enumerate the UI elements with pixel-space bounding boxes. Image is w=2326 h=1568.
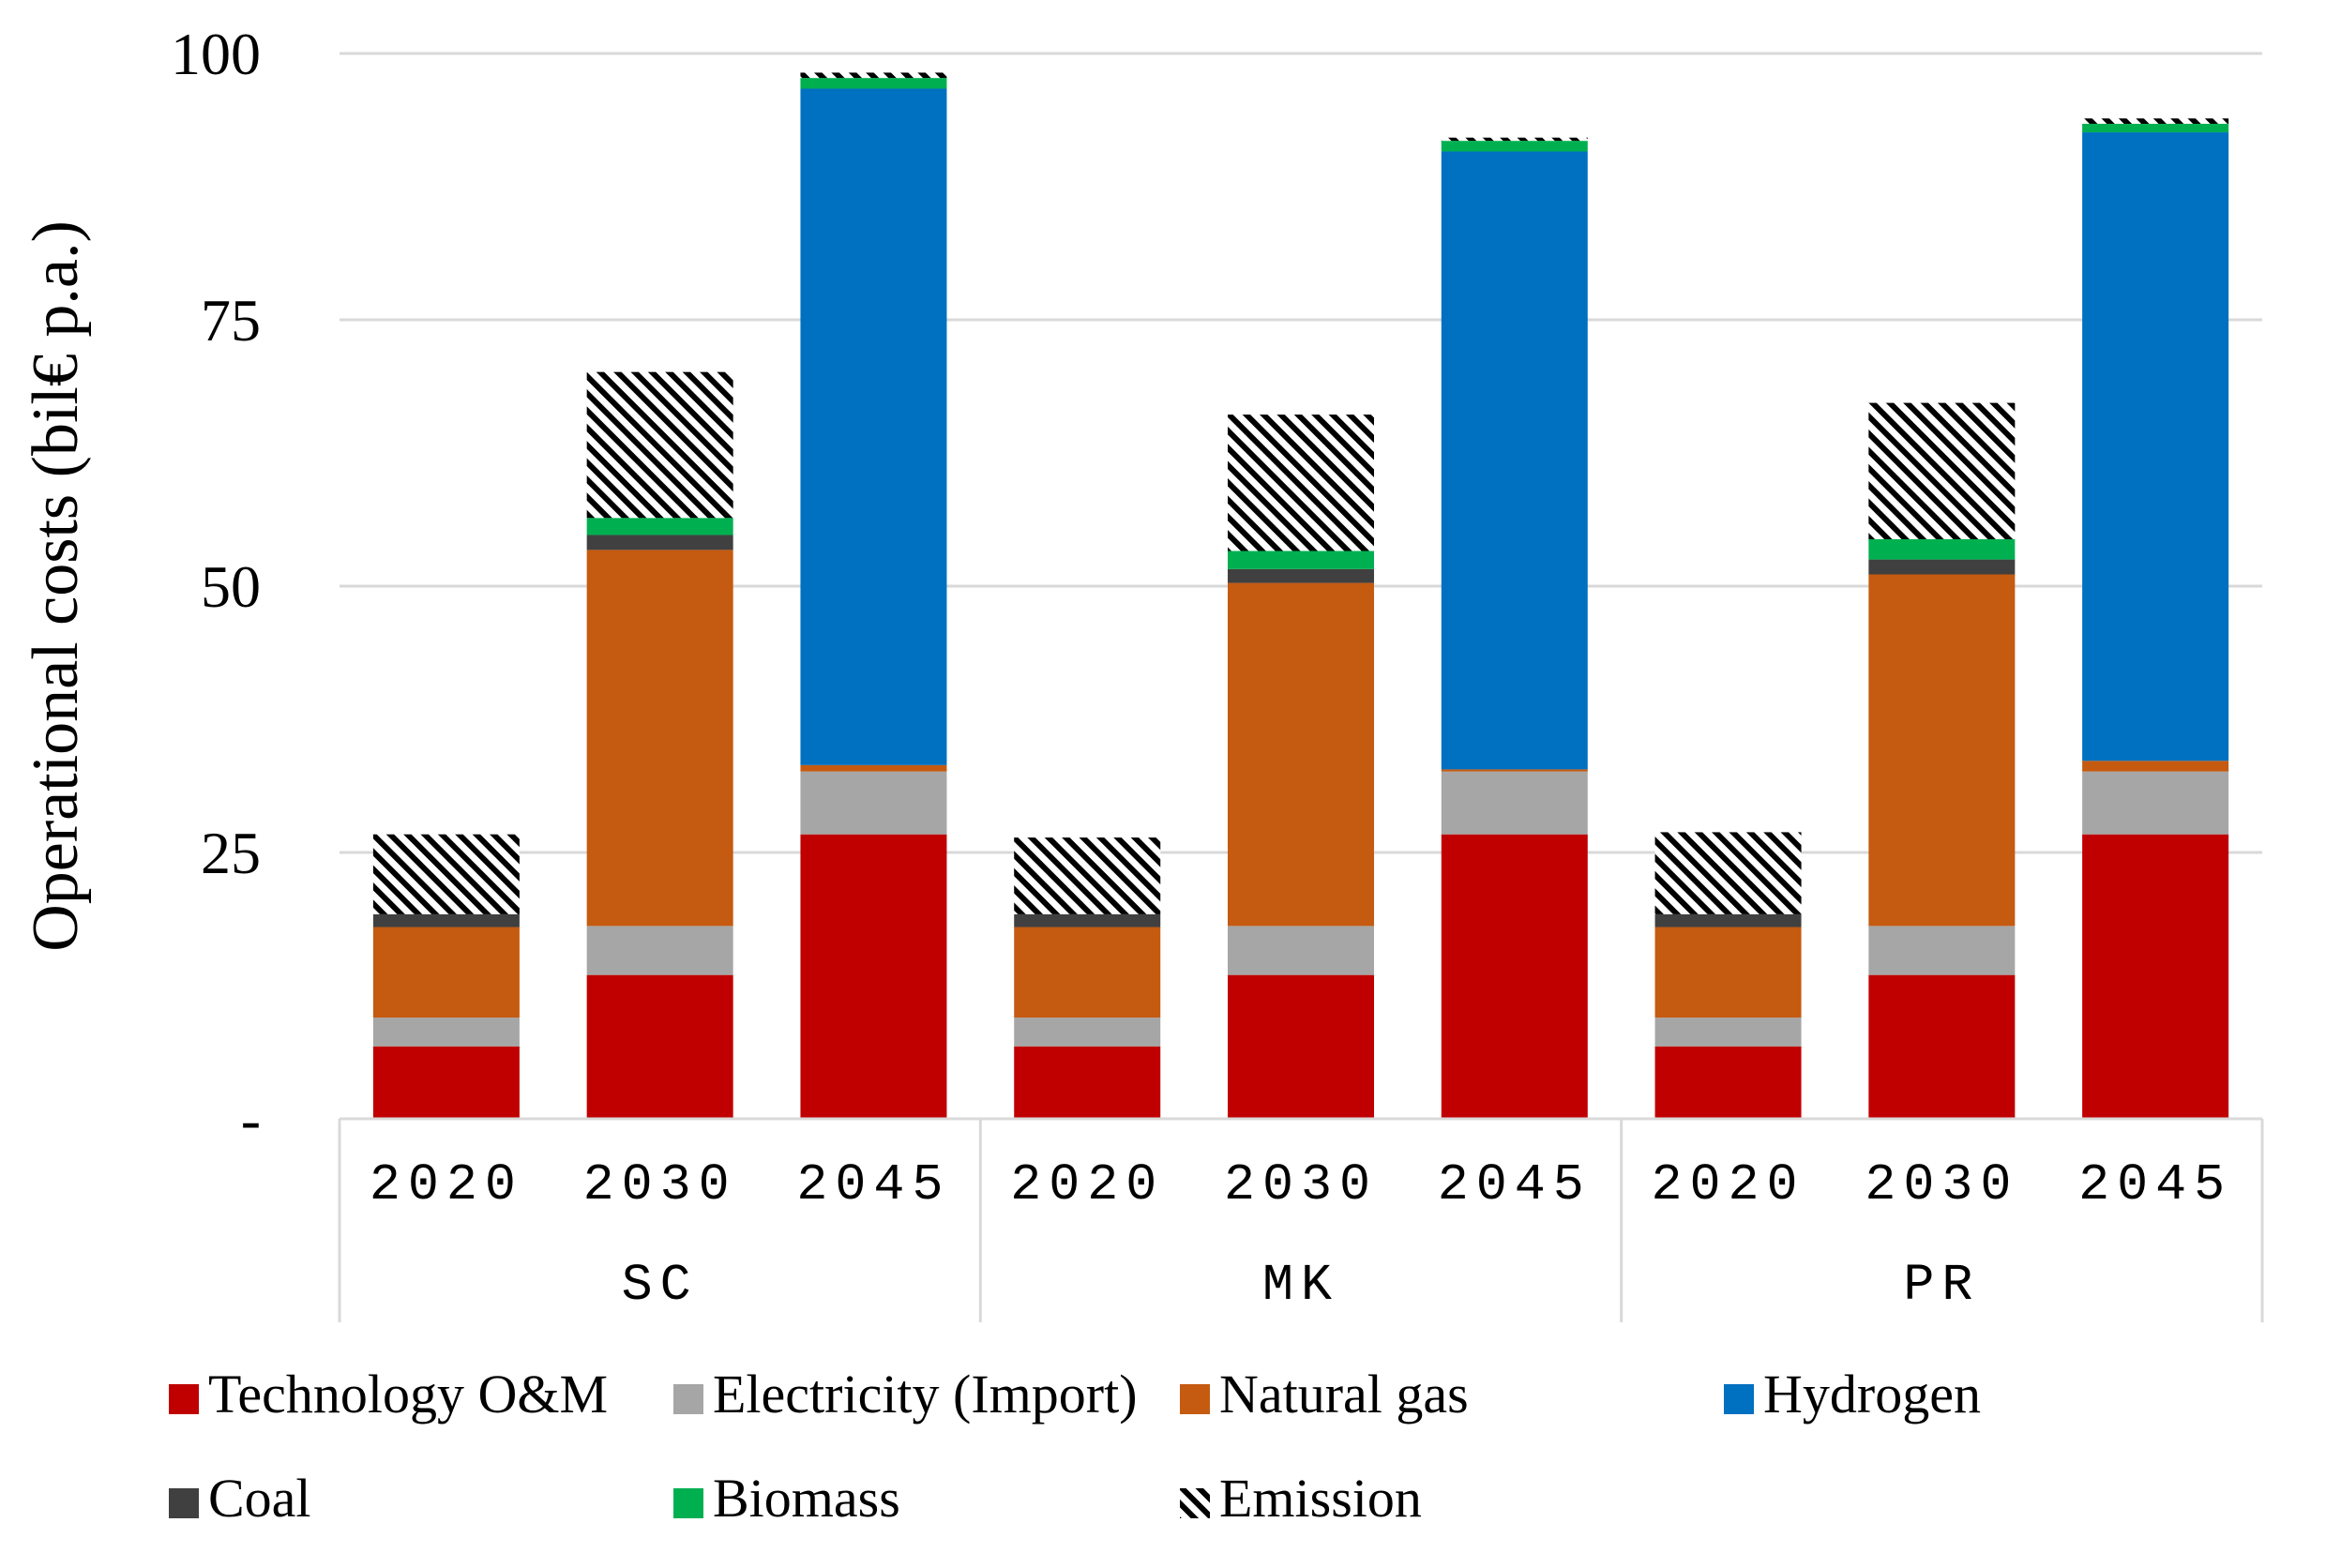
bar-segment-biomass — [2082, 123, 2229, 133]
bar-segment-natural-gas — [2082, 761, 2229, 772]
legend-swatch — [169, 1384, 199, 1414]
bar-segment-natural-gas — [1868, 574, 2016, 927]
bar-segment-coal — [586, 535, 733, 550]
bar-segment-electricity-import- — [1654, 1018, 1802, 1047]
legend-swatch — [1180, 1384, 1210, 1414]
legend-label: Biomass — [713, 1468, 900, 1529]
legend-label: Coal — [208, 1468, 311, 1529]
legend-label: Hydrogen — [1763, 1364, 1981, 1425]
legend-label: Technology O&M — [208, 1364, 608, 1425]
bar-segment-coal — [1228, 568, 1374, 583]
bar-segment-technology-o-m — [1441, 834, 1588, 1119]
bar-segment-electricity-import- — [1868, 926, 2016, 975]
bar-segment-biomass — [1441, 141, 1588, 152]
bar-segment-biomass — [1868, 539, 2016, 560]
bars — [372, 72, 2229, 1119]
bar-segment-coal — [372, 913, 520, 927]
bar-segment-emission — [372, 834, 520, 914]
x-tick-label: 2030 — [1224, 1155, 1378, 1214]
x-tick-label: 2020 — [370, 1155, 523, 1214]
group-label: MK — [1262, 1256, 1339, 1315]
bar-segment-technology-o-m — [372, 1046, 520, 1119]
legend-swatch — [1724, 1384, 1754, 1414]
x-tick-label: 2045 — [796, 1155, 950, 1214]
bar-segment-hydrogen — [2082, 132, 2229, 761]
x-tick-label: 2045 — [2078, 1155, 2232, 1214]
legend-label: Natural gas — [1219, 1364, 1469, 1425]
bar-segment-technology-o-m — [2082, 834, 2229, 1119]
bar-segment-emission — [1441, 137, 1588, 142]
bar-segment-natural-gas — [1441, 769, 1588, 772]
bar-segment-technology-o-m — [1654, 1046, 1802, 1119]
bar-segment-coal — [1014, 913, 1161, 927]
legend-label: Electricity (Import) — [713, 1364, 1138, 1425]
bar-segment-emission — [1654, 832, 1802, 914]
x-tick-label: 2045 — [1438, 1155, 1592, 1214]
bar-segment-electricity-import- — [586, 926, 733, 975]
legend-label: Emission — [1219, 1468, 1422, 1529]
legend-swatch — [169, 1488, 199, 1518]
x-tick-label: 2030 — [583, 1155, 737, 1214]
y-tick-label: 50 — [201, 553, 261, 620]
bar-segment-natural-gas — [372, 927, 520, 1018]
bar-segment-biomass — [1228, 550, 1374, 569]
bar-segment-coal — [1868, 559, 2016, 575]
bar-segment-technology-o-m — [1014, 1046, 1161, 1119]
y-tick-label: 100 — [171, 21, 261, 87]
group-label: PR — [1903, 1256, 1980, 1315]
bar-segment-emission — [586, 371, 733, 519]
bar-segment-emission — [800, 72, 947, 79]
bar-segment-natural-gas — [1228, 582, 1374, 927]
legend-swatch — [673, 1488, 703, 1518]
bar-segment-electricity-import- — [800, 771, 947, 835]
bar-segment-coal — [1654, 913, 1802, 927]
bar-segment-hydrogen — [800, 88, 947, 765]
bar-segment-electricity-import- — [372, 1018, 520, 1047]
y-tick-label: 25 — [201, 820, 261, 886]
bar-segment-technology-o-m — [800, 834, 947, 1119]
bar-segment-biomass — [800, 78, 947, 89]
legend-swatch — [1180, 1488, 1210, 1518]
x-tick-label: 2020 — [1652, 1155, 1805, 1214]
bar-segment-natural-gas — [800, 764, 947, 772]
bar-segment-natural-gas — [1014, 927, 1161, 1018]
bar-segment-emission — [1868, 402, 2016, 540]
legend: Technology O&M Electricity (Import) Natura… — [169, 1364, 1981, 1529]
bar-segment-technology-o-m — [1228, 974, 1374, 1119]
bar-segment-hydrogen — [1441, 151, 1588, 770]
bar-segment-natural-gas — [586, 550, 733, 927]
group-label: SC — [622, 1256, 699, 1315]
bar-segment-electricity-import- — [2082, 771, 2229, 835]
bar-segment-emission — [1014, 837, 1161, 914]
y-axis-ticks: - 25 50 75 100 — [171, 21, 261, 1153]
bar-segment-technology-o-m — [1868, 974, 2016, 1119]
bar-segment-technology-o-m — [586, 974, 733, 1119]
bar-segment-natural-gas — [1654, 927, 1802, 1018]
y-tick-label: 75 — [201, 287, 261, 354]
y-axis-label: Operational costs (bil€ p.a.) — [20, 220, 92, 952]
legend-swatch — [673, 1384, 703, 1414]
y-tick-label: - — [241, 1086, 261, 1153]
bar-segment-emission — [2082, 118, 2229, 124]
bar-segment-electricity-import- — [1014, 1018, 1161, 1047]
bar-segment-emission — [1228, 415, 1374, 551]
x-tick-label: 2030 — [1865, 1155, 2018, 1214]
bar-segment-electricity-import- — [1228, 926, 1374, 975]
bar-segment-electricity-import- — [1441, 771, 1588, 835]
x-tick-label: 2020 — [1010, 1155, 1164, 1214]
bar-segment-biomass — [586, 518, 733, 535]
x-axis: 2020 2030 2045 SC 2020 2030 2045 MK 2020 2030 2045… — [338, 1117, 2264, 1322]
